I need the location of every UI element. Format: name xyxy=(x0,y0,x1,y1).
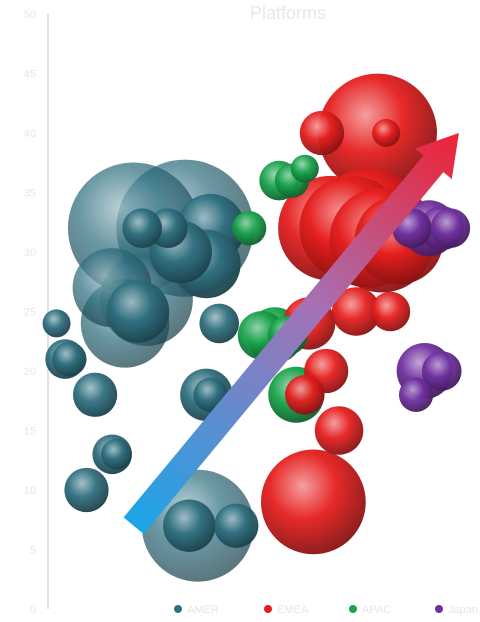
bubble-amer xyxy=(101,438,132,470)
y-tick-label: 20 xyxy=(24,366,36,378)
y-tick-label: 25 xyxy=(24,307,36,319)
bubble-amer xyxy=(106,280,170,343)
bubble-japan xyxy=(421,351,462,391)
y-tick-label: 40 xyxy=(24,128,36,140)
y-axis-ticks: 0 5 10 15 20 25 30 35 40 45 50 xyxy=(24,9,36,616)
bubble-amer xyxy=(42,309,71,338)
bubble-apac xyxy=(290,154,319,183)
y-tick-label: 5 xyxy=(30,545,36,557)
legend: AMER EMEA APAC Japan xyxy=(174,604,478,616)
y-tick-label: 50 xyxy=(24,9,36,21)
bubble-emea xyxy=(372,119,401,147)
bubble-amer xyxy=(214,503,259,548)
bubble-amer xyxy=(52,341,87,377)
bubble-apac xyxy=(232,211,267,246)
bubble-japan xyxy=(398,377,434,412)
bubble-amer xyxy=(199,303,239,344)
legend-marker-japan xyxy=(435,605,443,613)
bubble-amer xyxy=(163,499,216,552)
bubble-emea xyxy=(314,406,364,455)
legend-label-japan: Japan xyxy=(448,604,478,616)
bubble-emea xyxy=(370,291,411,332)
legend-label-emea: EMEA xyxy=(277,604,309,616)
bubble-japan xyxy=(430,208,471,248)
bubble-amer xyxy=(122,208,162,248)
y-tick-label: 10 xyxy=(24,485,36,497)
annotation-layer xyxy=(123,133,459,534)
bubble-amer xyxy=(72,372,118,417)
chart-title: Platforms xyxy=(250,3,326,23)
y-tick-label: 30 xyxy=(24,247,36,259)
y-tick-label: 15 xyxy=(24,426,36,438)
legend-label-apac: APAC xyxy=(362,604,391,616)
bubbles-layer xyxy=(42,73,471,582)
trend-arrow xyxy=(123,133,459,534)
y-tick-label: 35 xyxy=(24,188,36,200)
bubble-emea xyxy=(299,110,345,156)
legend-marker-amer xyxy=(174,605,182,613)
bubble-emea xyxy=(331,287,381,336)
bubble-amer xyxy=(64,467,109,513)
legend-marker-emea xyxy=(264,605,272,613)
legend-label-amer: AMER xyxy=(187,604,219,616)
bubble-emea xyxy=(285,375,325,415)
legend-marker-apac xyxy=(349,605,357,613)
bubble-emea xyxy=(260,449,366,555)
y-tick-label: 45 xyxy=(24,69,36,81)
y-tick-label: 0 xyxy=(30,604,36,616)
